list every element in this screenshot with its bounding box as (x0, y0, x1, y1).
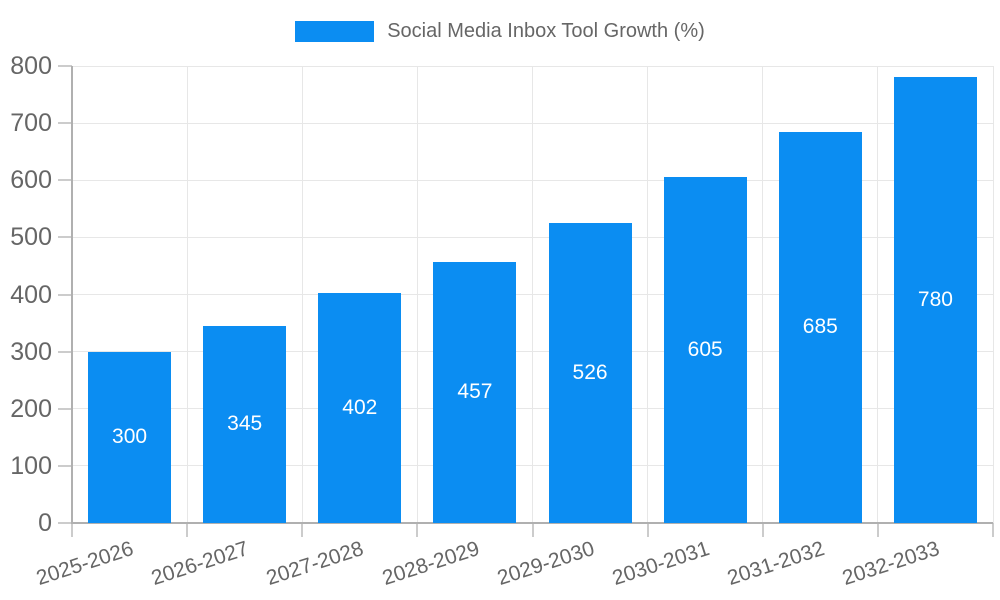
y-tick (58, 236, 72, 239)
bar[interactable] (203, 325, 287, 523)
x-tick (531, 523, 534, 537)
x-axis-label: 2029-2030 (494, 537, 597, 590)
x-gridline (532, 66, 533, 523)
bar-value-label: 780 (917, 288, 953, 312)
legend: Social Media Inbox Tool Growth (%) (0, 20, 1000, 43)
bar-value-label: 526 (572, 360, 608, 384)
x-axis-label: 2028-2029 (379, 537, 482, 590)
bar[interactable] (548, 222, 632, 523)
y-tick (58, 407, 72, 410)
y-axis-label: 100 (10, 451, 52, 480)
y-axis-label: 800 (10, 52, 52, 80)
x-tick (416, 523, 419, 537)
x-axis-label: 2027-2028 (263, 537, 367, 590)
bar-value-label: 345 (227, 412, 263, 436)
y-tick (58, 464, 72, 467)
x-axis-label: 2032-2033 (839, 537, 943, 590)
bar[interactable] (88, 351, 172, 523)
legend-label: Social Media Inbox Tool Growth (%) (387, 20, 705, 42)
y-axis-label: 400 (10, 280, 52, 309)
x-tick (301, 523, 304, 537)
bar-value-label: 402 (342, 396, 378, 420)
bar-value-label: 685 (802, 315, 838, 339)
y-axis-label: 500 (10, 223, 52, 252)
x-axis-label: 2025-2026 (33, 537, 137, 590)
y-tick (58, 522, 72, 524)
y-tick (58, 179, 72, 182)
y-axis-label: 700 (10, 109, 52, 138)
bar-value-label: 457 (457, 380, 493, 404)
x-axis-label: 2026-2027 (148, 537, 252, 590)
x-gridline (416, 66, 418, 523)
bar[interactable] (433, 261, 517, 523)
x-tick (71, 523, 73, 537)
x-gridline (186, 66, 188, 523)
bar-value-label: 300 (112, 425, 148, 449)
x-axis-line (72, 522, 993, 524)
y-tick (58, 122, 72, 125)
y-axis-label: 300 (10, 337, 52, 366)
bar[interactable] (663, 177, 747, 523)
y-tick (58, 350, 72, 353)
x-gridline (877, 66, 879, 523)
x-tick (761, 523, 764, 537)
y-axis-label: 0 (38, 509, 52, 537)
bar-value-label: 605 (687, 338, 723, 362)
x-gridline (647, 66, 649, 523)
y-axis-line (71, 66, 73, 524)
y-axis-label: 600 (10, 166, 52, 195)
x-gridline (762, 66, 764, 523)
x-axis-label: 2031-2032 (724, 537, 828, 590)
x-gridline (301, 66, 303, 523)
y-tick (58, 293, 72, 296)
bar[interactable] (893, 77, 977, 523)
x-gridline (992, 66, 994, 523)
x-tick (186, 523, 189, 537)
x-axis-label: 2030-2031 (609, 537, 712, 590)
y-axis-label: 200 (10, 394, 52, 423)
legend-item[interactable]: Social Media Inbox Tool Growth (%) (295, 20, 705, 43)
x-tick (992, 523, 994, 537)
bar[interactable] (318, 293, 402, 523)
bar[interactable] (778, 131, 862, 523)
x-tick (876, 523, 879, 537)
x-tick (646, 523, 649, 537)
y-tick (58, 65, 72, 67)
legend-swatch-icon (295, 21, 375, 42)
